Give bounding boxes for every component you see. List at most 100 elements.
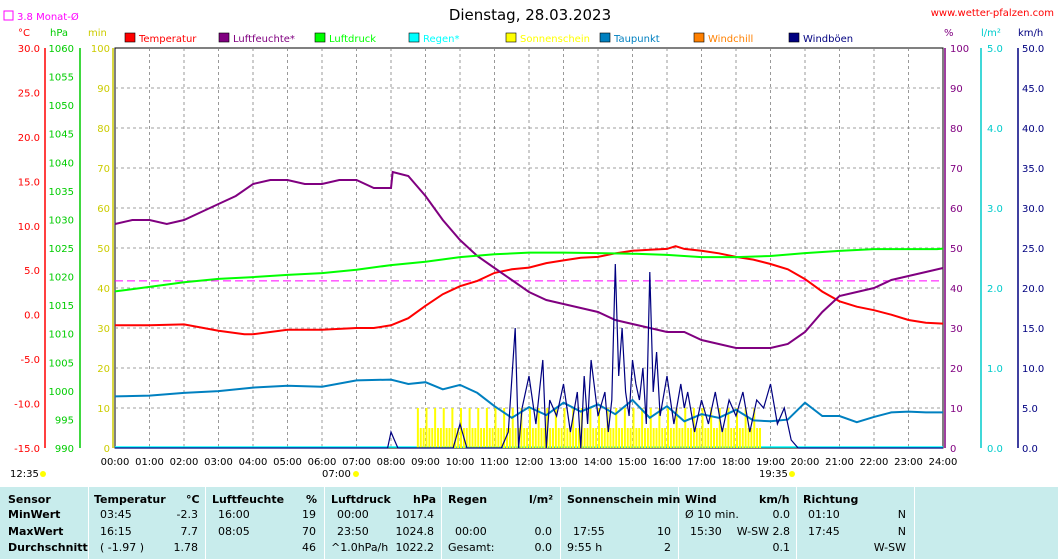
- tick-label-x: 20:00: [791, 457, 820, 468]
- sunshine-bar: [457, 428, 460, 448]
- tick-label-sun: 40: [97, 284, 110, 295]
- sunshine-bar: [684, 408, 687, 448]
- sunshine-bar: [448, 428, 451, 448]
- legend-swatch: [314, 32, 326, 43]
- series-lines: [114, 170, 944, 449]
- sunshine-bar: [690, 428, 692, 448]
- sunshine-bar: [437, 428, 439, 448]
- sunshine-bar: [511, 408, 514, 448]
- sunshine-bar: [454, 428, 457, 448]
- sunshine-bar: [445, 428, 448, 448]
- tick-label-pressure: 1055: [49, 73, 74, 84]
- series-line-taupunkt: [114, 378, 943, 424]
- statistics-table: Sensor Temperatur °C Luftfeuchte % Luftd…: [0, 487, 1058, 559]
- tick-label-temp: 25.0: [18, 88, 40, 99]
- legend-label: Windchill: [708, 34, 753, 45]
- sunshine-bar: [488, 428, 491, 448]
- sunshine-bar: [658, 408, 661, 448]
- avg-wind-val: 0.1: [772, 541, 791, 554]
- sunshine-bar: [577, 428, 580, 448]
- sun-unit: min: [88, 28, 107, 39]
- stats-header-press-unit: hPa: [413, 493, 437, 506]
- sunshine-bar: [600, 428, 603, 448]
- min-dir-time: 01:10: [808, 508, 840, 521]
- sunshine-bar: [646, 428, 649, 448]
- avg-press-trend: ^1.0hPa/h: [331, 541, 389, 554]
- tick-label-wind: 40.0: [1022, 124, 1044, 135]
- total-sun-duration: 9:55 h: [567, 541, 603, 554]
- tick-label-wind: 5.0: [1022, 404, 1038, 415]
- sunshine-bar: [718, 408, 721, 448]
- tick-label-pressure: 1045: [49, 130, 74, 141]
- stats-header-press: Luftdruck: [331, 493, 391, 506]
- tick-label-temp: 30.0: [18, 44, 40, 55]
- sunshine-bar: [497, 428, 500, 448]
- max-wind-val: W-SW 2.8: [736, 525, 790, 538]
- sunshine-bar: [707, 428, 710, 448]
- tick-label-pressure: 1030: [49, 215, 74, 226]
- stats-row-label-max: MaxWert: [8, 525, 64, 538]
- chart-title: Dienstag, 28.03.2023: [449, 6, 611, 24]
- sunshine-bar: [681, 428, 684, 448]
- sunshine-bar: [638, 428, 641, 448]
- tick-label-x: 09:00: [411, 457, 440, 468]
- sunshine-bar: [672, 428, 675, 448]
- tick-label-pressure: 1020: [49, 273, 74, 284]
- sunshine-bar: [655, 428, 658, 448]
- tick-label-sun: 60: [97, 204, 110, 215]
- sunset-time: 19:35: [759, 469, 788, 480]
- sunshine-bar: [422, 428, 425, 448]
- tick-label-sun: 30: [97, 324, 110, 335]
- sunshine-bar: [468, 408, 471, 448]
- tick-label-x: 00:00: [101, 457, 130, 468]
- tick-label-x: 08:00: [377, 457, 406, 468]
- tick-label-x: 02:00: [170, 457, 199, 468]
- tick-label-humidity: 80: [950, 124, 963, 135]
- sunshine-bar: [603, 428, 606, 448]
- stats-header-wind-unit: km/h: [759, 493, 790, 506]
- min-press-time: 00:00: [337, 508, 369, 521]
- sunshine-bar: [434, 408, 437, 448]
- tick-label-x: 04:00: [239, 457, 268, 468]
- sunshine-bar: [520, 408, 523, 448]
- tick-label-sun: 80: [97, 124, 110, 135]
- min-temp-time: 03:45: [100, 508, 132, 521]
- legend-label: Luftfeuchte*: [233, 34, 295, 45]
- sunshine-bar: [664, 428, 667, 448]
- tick-label-x: 22:00: [860, 457, 889, 468]
- sunshine-bar: [491, 428, 494, 448]
- legend-swatch: [599, 32, 611, 43]
- source-link[interactable]: www.wetter-pfalzen.com: [931, 8, 1054, 19]
- gridlines: [115, 48, 943, 448]
- sunshine-bar: [721, 428, 724, 448]
- sunshine-bar: [554, 408, 557, 448]
- tick-label-wind: 35.0: [1022, 164, 1044, 175]
- sunshine-bar: [483, 428, 485, 448]
- legend-label: Regen*: [423, 34, 460, 45]
- max-dir-time: 17:45: [808, 525, 840, 538]
- sunshine-bar: [523, 428, 526, 448]
- tick-label-sun: 50: [97, 244, 110, 255]
- sunshine-bar: [506, 428, 508, 448]
- tick-label-humidity: 20: [950, 364, 963, 375]
- avg-temp-val: 1.78: [173, 541, 199, 554]
- sunshine-bar: [623, 408, 626, 448]
- tick-label-sun: 20: [97, 364, 110, 375]
- sunshine-bar: [733, 428, 736, 448]
- legend-swatch: [505, 32, 517, 43]
- tick-label-sun: 10: [97, 404, 110, 415]
- sunshine-bar: [661, 428, 664, 448]
- sunshine-bar: [641, 408, 644, 448]
- tick-label-temp: 10.0: [18, 222, 40, 233]
- sunshine-bar: [531, 428, 534, 448]
- tick-label-x: 03:00: [204, 457, 233, 468]
- tick-label-x: 18:00: [722, 457, 751, 468]
- sunshine-bar: [669, 428, 672, 448]
- weather-chart: Dienstag, 28.03.2023 www.wetter-pfalzen.…: [3, 6, 1054, 480]
- tick-label-rain: 0.0: [987, 444, 1003, 455]
- sunshine-bar: [747, 428, 750, 448]
- stats-header-sun: Sonnenschein min: [567, 493, 681, 506]
- tick-label-pressure: 1040: [49, 158, 74, 169]
- sunshine-bar: [652, 428, 655, 448]
- sunshine-bar: [710, 408, 713, 448]
